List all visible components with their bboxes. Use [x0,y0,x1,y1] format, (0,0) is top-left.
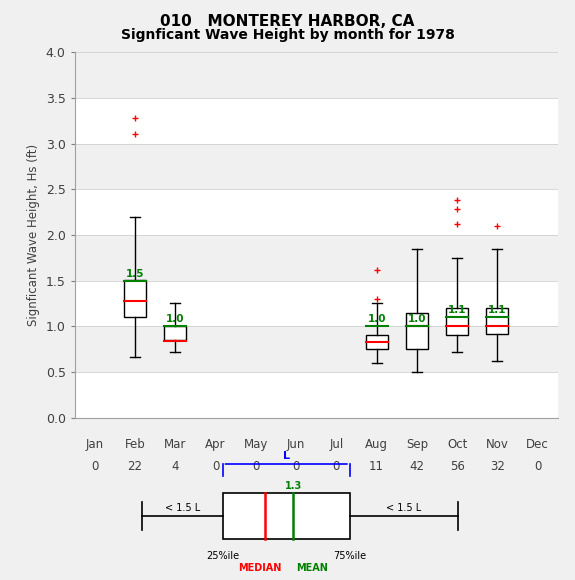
Bar [75,372,558,418]
Bar [75,98,558,143]
Text: L: L [283,451,290,461]
Text: Apr: Apr [205,438,226,451]
Text: Jan: Jan [86,438,104,451]
Bar [164,326,186,340]
Text: 0: 0 [91,459,98,473]
Text: 010   MONTEREY HARBOR, CA: 010 MONTEREY HARBOR, CA [160,14,415,30]
Bar [366,335,388,349]
Bar [124,280,146,317]
Text: Feb: Feb [125,438,145,451]
Text: May: May [244,438,268,451]
Text: 1.3: 1.3 [285,481,302,491]
Text: 0: 0 [252,459,259,473]
Text: Nov: Nov [486,438,509,451]
Text: 0: 0 [534,459,541,473]
Bar [75,189,558,235]
Text: 75%ile: 75%ile [334,551,366,561]
Text: 1.1: 1.1 [488,305,507,316]
Text: 11: 11 [369,459,384,473]
Bar [75,52,558,98]
Text: MEAN: MEAN [296,563,328,572]
Text: < 1.5 L: < 1.5 L [165,503,200,513]
Text: 1.5: 1.5 [126,269,144,279]
Text: 0: 0 [212,459,219,473]
Text: 0: 0 [333,459,340,473]
Text: Sep: Sep [406,438,428,451]
Text: 1.0: 1.0 [166,314,185,324]
Bar [446,308,468,335]
Y-axis label: Signficant Wave Height, Hs (ft): Signficant Wave Height, Hs (ft) [27,144,40,326]
Bar [75,326,558,372]
Text: MEDIAN: MEDIAN [239,563,282,572]
Text: Dec: Dec [526,438,549,451]
Bar [486,308,508,334]
Text: 22: 22 [128,459,143,473]
Text: < 1.5 L: < 1.5 L [386,503,421,513]
Text: 56: 56 [450,459,465,473]
Text: Aug: Aug [365,438,388,451]
Text: 1.1: 1.1 [448,305,466,316]
Text: Signficant Wave Height by month for 1978: Signficant Wave Height by month for 1978 [121,28,454,42]
Text: 1.0: 1.0 [367,314,386,324]
Text: Oct: Oct [447,438,467,451]
Bar [223,493,350,539]
Bar [75,281,558,326]
Bar [75,143,558,189]
Text: 1.0: 1.0 [408,314,426,324]
Text: 0: 0 [293,459,300,473]
Text: Jul: Jul [329,438,343,451]
Bar [75,235,558,281]
Text: 4: 4 [171,459,179,473]
Text: 42: 42 [409,459,424,473]
Text: Mar: Mar [164,438,186,451]
Text: 32: 32 [490,459,505,473]
Bar [406,313,428,349]
Text: 25%ile: 25%ile [206,551,239,561]
Text: Jun: Jun [287,438,305,451]
